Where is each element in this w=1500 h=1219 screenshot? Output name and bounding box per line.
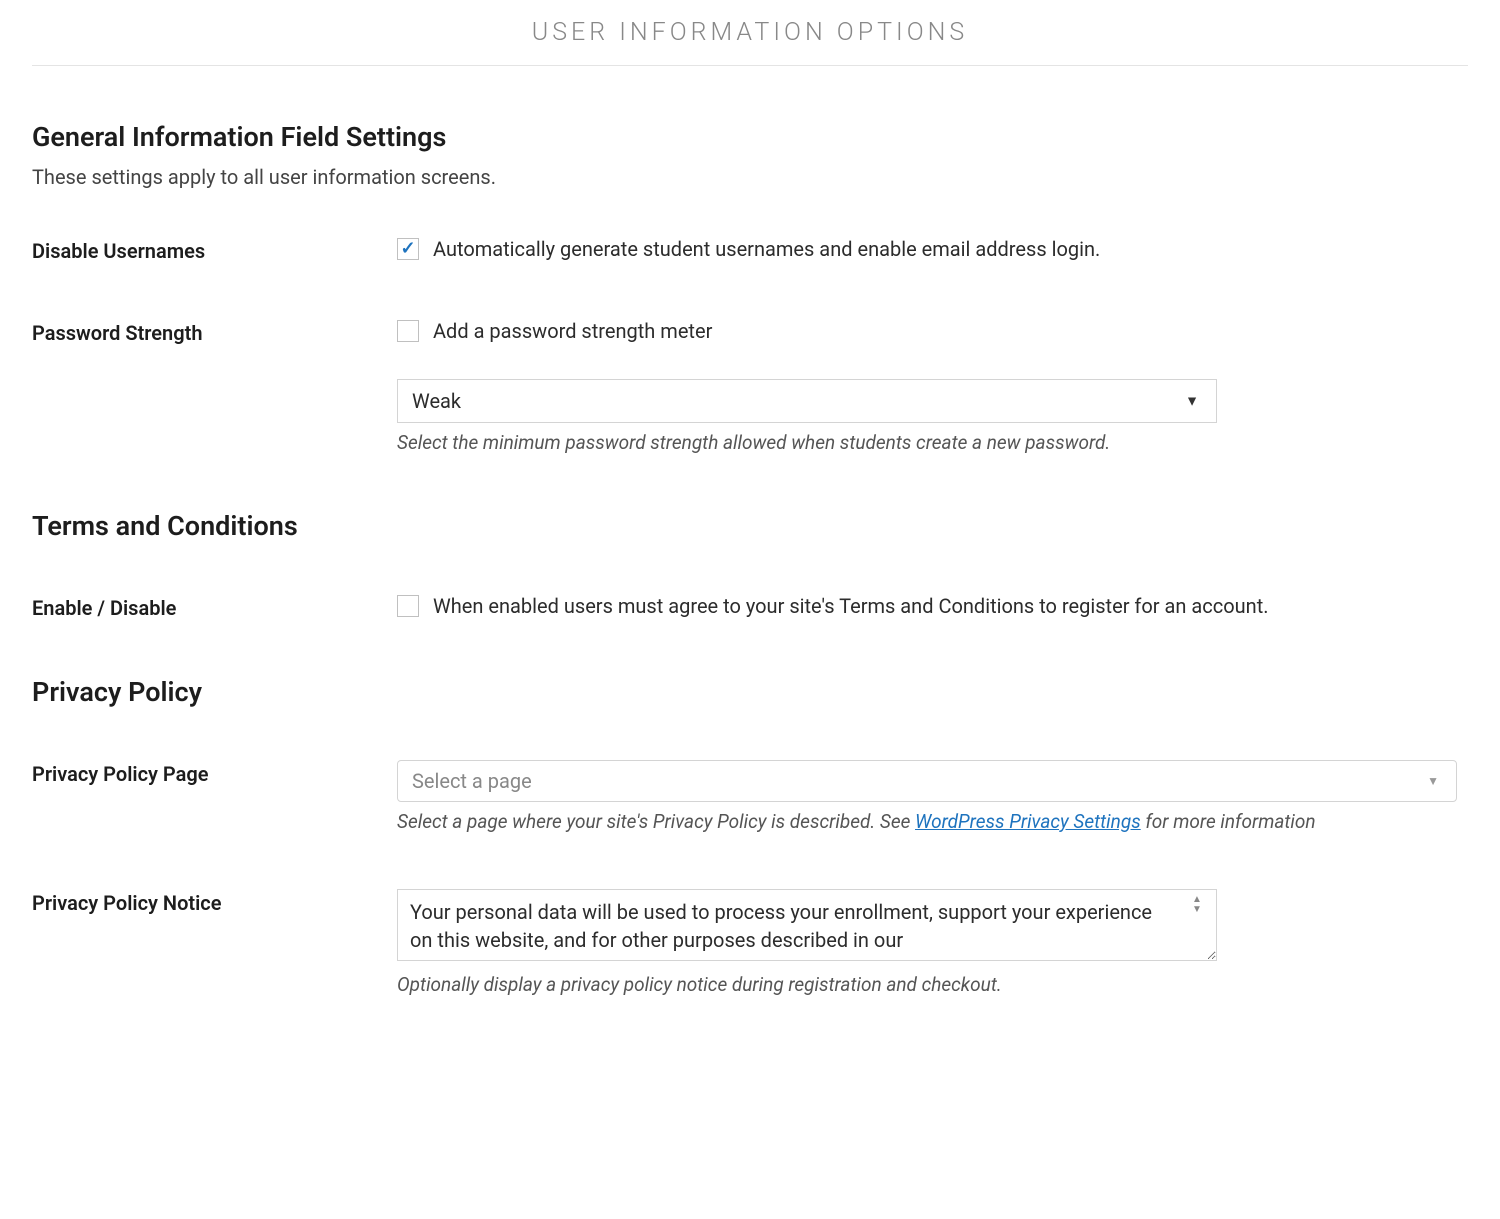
privacy-notice-textarea[interactable] bbox=[397, 889, 1217, 961]
disable-usernames-checkbox-label: Automatically generate student usernames… bbox=[433, 237, 1100, 261]
privacy-notice-row: Privacy Policy Notice ▲ ▼ Optionally dis… bbox=[32, 889, 1468, 996]
password-strength-label: Password Strength bbox=[32, 319, 397, 345]
disable-usernames-checkbox-line: Automatically generate student usernames… bbox=[397, 237, 1457, 261]
privacy-page-select[interactable]: Select a page bbox=[397, 760, 1457, 802]
privacy-notice-textarea-wrap: ▲ ▼ bbox=[397, 889, 1217, 965]
password-strength-select-wrap: Weak ▼ bbox=[397, 379, 1217, 423]
privacy-notice-control: ▲ ▼ Optionally display a privacy policy … bbox=[397, 889, 1457, 996]
password-strength-control: Add a password strength meter Weak ▼ Sel… bbox=[397, 319, 1457, 454]
disable-usernames-label: Disable Usernames bbox=[32, 237, 397, 263]
terms-enable-checkbox[interactable] bbox=[397, 595, 419, 617]
password-strength-select-block: Weak ▼ Select the minimum password stren… bbox=[397, 379, 1457, 454]
terms-enable-label: Enable / Disable bbox=[32, 594, 397, 620]
password-strength-select[interactable]: Weak bbox=[397, 379, 1217, 423]
privacy-page-row: Privacy Policy Page Select a page ▼ Sele… bbox=[32, 760, 1468, 833]
privacy-settings-link[interactable]: WordPress Privacy Settings bbox=[915, 810, 1141, 833]
privacy-notice-help: Optionally display a privacy policy noti… bbox=[397, 973, 1457, 996]
privacy-page-label: Privacy Policy Page bbox=[32, 760, 397, 786]
privacy-page-help-suffix: for more information bbox=[1141, 810, 1316, 833]
terms-enable-control: When enabled users must agree to your si… bbox=[397, 594, 1457, 618]
privacy-page-help-prefix: Select a page where your site's Privacy … bbox=[397, 810, 915, 833]
textarea-spinner: ▲ ▼ bbox=[1183, 895, 1211, 915]
privacy-notice-label: Privacy Policy Notice bbox=[32, 889, 397, 915]
privacy-page-help: Select a page where your site's Privacy … bbox=[397, 810, 1457, 833]
password-strength-row: Password Strength Add a password strengt… bbox=[32, 319, 1468, 454]
privacy-section-title: Privacy Policy bbox=[32, 676, 1468, 708]
password-strength-checkbox[interactable] bbox=[397, 320, 419, 342]
disable-usernames-row: Disable Usernames Automatically generate… bbox=[32, 237, 1468, 263]
page-title: USER INFORMATION OPTIONS bbox=[32, 18, 1468, 47]
terms-enable-row: Enable / Disable When enabled users must… bbox=[32, 594, 1468, 620]
privacy-page-select-wrap: Select a page ▼ bbox=[397, 760, 1457, 802]
content-area: General Information Field Settings These… bbox=[0, 66, 1500, 996]
disable-usernames-checkbox[interactable] bbox=[397, 238, 419, 260]
disable-usernames-control: Automatically generate student usernames… bbox=[397, 237, 1457, 261]
terms-enable-checkbox-label: When enabled users must agree to your si… bbox=[433, 594, 1269, 618]
terms-enable-checkbox-line: When enabled users must agree to your si… bbox=[397, 594, 1457, 618]
page-header: USER INFORMATION OPTIONS bbox=[32, 0, 1468, 66]
password-strength-checkbox-label: Add a password strength meter bbox=[433, 319, 712, 343]
password-strength-help: Select the minimum password strength all… bbox=[397, 431, 1457, 454]
password-strength-checkbox-line: Add a password strength meter bbox=[397, 319, 1457, 343]
spinner-down-icon[interactable]: ▼ bbox=[1192, 905, 1202, 915]
general-section-title: General Information Field Settings bbox=[32, 121, 1468, 153]
terms-section-title: Terms and Conditions bbox=[32, 510, 1468, 542]
general-section-subtitle: These settings apply to all user informa… bbox=[32, 165, 1468, 189]
privacy-page-control: Select a page ▼ Select a page where your… bbox=[397, 760, 1457, 833]
